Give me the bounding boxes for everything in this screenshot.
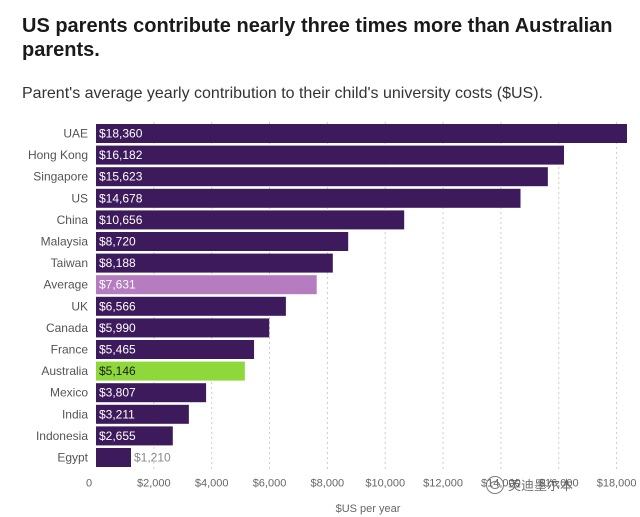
value-label: $5,990	[99, 321, 136, 335]
category-label: Average	[44, 278, 89, 292]
value-label: $3,211	[99, 407, 135, 421]
bar	[96, 296, 286, 316]
bar	[96, 275, 317, 295]
category-label: Indonesia	[36, 429, 88, 443]
bar	[96, 167, 548, 187]
bar	[96, 448, 131, 467]
bar	[96, 124, 627, 143]
bar	[96, 145, 565, 165]
category-label: Malaysia	[41, 235, 89, 249]
tick-label: 0	[86, 478, 92, 490]
bar	[96, 383, 207, 403]
chart-subtitle: Parent's average yearly contribution to …	[22, 85, 543, 102]
tick-label: $12,000	[423, 478, 463, 490]
value-label: $8,720	[99, 235, 136, 249]
category-label: India	[62, 407, 88, 421]
value-label: $10,656	[99, 213, 143, 227]
wechat-icon	[486, 475, 504, 494]
value-label: $18,360	[99, 127, 143, 141]
category-label: Taiwan	[51, 256, 88, 270]
value-label: $5,465	[99, 343, 136, 357]
watermark-text: 英迪墨尔本	[508, 478, 574, 493]
bar	[96, 426, 173, 446]
category-label: UAE	[63, 127, 88, 141]
bar	[96, 404, 189, 424]
category-label: France	[51, 343, 89, 357]
category-label: UK	[71, 299, 88, 313]
category-label: Mexico	[50, 386, 88, 400]
tick-label: $10,000	[365, 478, 405, 490]
value-label: $15,623	[99, 170, 143, 184]
chart-title: US parents contribute nearly three times…	[22, 15, 613, 61]
tick-label: $18,000	[597, 478, 637, 490]
value-label: $14,678	[99, 191, 143, 205]
bar	[96, 210, 405, 230]
value-label: $2,655	[99, 429, 136, 443]
category-label: Singapore	[33, 170, 88, 184]
bar	[96, 253, 333, 273]
tick-label: $8,000	[311, 478, 345, 490]
tick-label: $6,000	[253, 478, 287, 490]
value-label: $7,631	[99, 278, 136, 292]
bar	[96, 340, 255, 359]
bar	[96, 318, 270, 338]
x-axis-title: $US per year	[336, 503, 401, 515]
category-label: Australia	[41, 364, 88, 378]
bar	[96, 361, 245, 381]
value-label: $5,146	[99, 364, 136, 378]
category-label: US	[71, 191, 88, 205]
category-label: Canada	[46, 321, 88, 335]
category-label: Egypt	[57, 451, 88, 465]
tick-label: $16,000	[539, 478, 579, 490]
bar	[96, 188, 521, 208]
bar	[96, 232, 349, 251]
value-label: $1,210	[134, 451, 171, 465]
tick-label: $4,000	[195, 478, 229, 490]
value-label: $3,807	[99, 386, 136, 400]
labels: UAE $18,360 Hong Kong $16,182 Singapore $15,6…	[28, 127, 171, 465]
value-label: $16,182	[99, 148, 143, 162]
tick-label: $2,000	[137, 478, 171, 490]
watermark: 英迪墨尔本	[486, 475, 573, 494]
value-label: $8,188	[99, 256, 136, 270]
bars	[96, 124, 627, 467]
value-label: $6,566	[99, 299, 136, 313]
category-label: Hong Kong	[28, 148, 88, 162]
category-label: China	[57, 213, 89, 227]
